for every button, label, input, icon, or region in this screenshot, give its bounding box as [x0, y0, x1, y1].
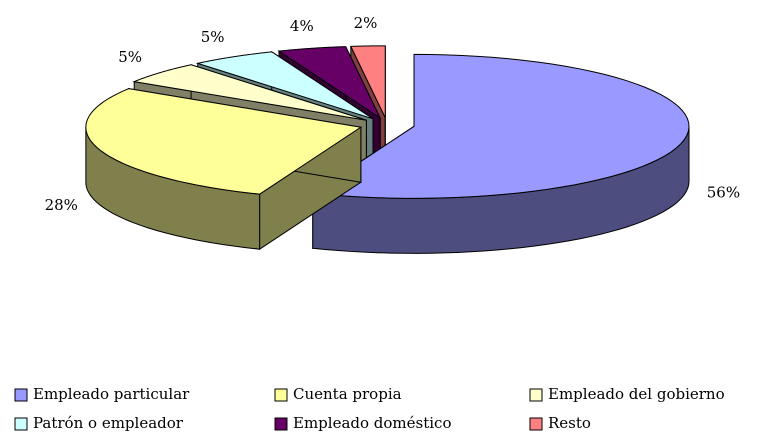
slice: [85, 88, 363, 251]
legend-label: Cuenta propia: [293, 385, 402, 403]
slice-part: [85, 88, 363, 195]
data-label: 2%: [354, 14, 378, 32]
legend-label: Empleado del gobierno: [548, 385, 725, 403]
data-label: 56%: [707, 183, 740, 201]
slice: [311, 53, 690, 254]
data-label: 28%: [45, 196, 78, 214]
legend-swatch: [529, 388, 543, 402]
data-label: 5%: [201, 28, 225, 46]
legend-label: Resto: [548, 414, 591, 432]
slice-part: [277, 46, 382, 120]
slice-part: [350, 45, 386, 119]
slice-part: [311, 53, 690, 199]
data-label: 5%: [118, 48, 142, 66]
legend-swatch: [274, 388, 288, 402]
slice-part: [195, 51, 374, 120]
legend-label: Empleado particular: [33, 385, 190, 403]
legend-swatch: [529, 417, 543, 431]
slice-part: [132, 64, 367, 121]
data-label: 4%: [290, 17, 314, 35]
legend-label: Patrón o empleador: [33, 414, 184, 432]
legend-swatch: [14, 417, 28, 431]
legend-swatch: [14, 388, 28, 402]
legend-swatch: [274, 417, 288, 431]
legend-label: Empleado doméstico: [293, 414, 451, 432]
